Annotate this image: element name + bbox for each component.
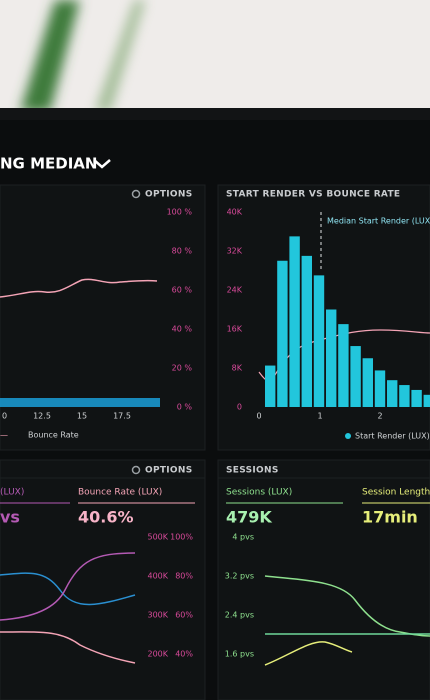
line [264, 641, 353, 666]
y-tick-label: 20 % [172, 364, 193, 373]
y-tick-label: 8K [232, 364, 243, 373]
y-tick-label: 500K [147, 533, 168, 542]
legend-label: Start Render (LUX) [355, 432, 430, 441]
panel [0, 459, 206, 700]
x-tick-label: 17.5 [113, 412, 131, 421]
y-tick-label: 0 % [177, 403, 193, 412]
line [0, 572, 136, 606]
panel-title: SESSIONS [226, 466, 279, 476]
bar [387, 380, 398, 407]
gear-icon [131, 465, 141, 475]
y-tick-label: 80% [175, 572, 193, 581]
bar [423, 394, 430, 407]
y-tick-label: 4 pvs [232, 533, 254, 542]
plant [20, 0, 80, 112]
y-tick-label: 40K [227, 208, 243, 217]
x-tick-label: 12.5 [33, 412, 51, 421]
generated: 100 % 80 % 60 % 40 % 20 % 0 % 0 12.5 15 17.5 40K 32… [2, 208, 430, 659]
bounce-line [0, 278, 158, 298]
panel [0, 184, 206, 451]
bar [313, 275, 325, 407]
metric-value: 17min [362, 508, 418, 527]
metric-value: vs [0, 508, 20, 527]
annotation: Median Start Render (LUX): [327, 217, 430, 226]
plant [95, 0, 145, 112]
legend-marker [345, 433, 351, 439]
metric-label: Session Length [362, 488, 430, 498]
bars [0, 398, 160, 407]
bar [277, 260, 288, 407]
panel-title: START RENDER VS BOUNCE RATE [226, 190, 400, 200]
y-tick-label: 80 % [172, 247, 193, 256]
y-tick-label: 40 % [172, 325, 193, 334]
y-tick-label: 2.4 pvs [225, 611, 254, 620]
bar [326, 309, 337, 407]
chevron [93, 159, 111, 169]
bar [301, 255, 312, 407]
y-tick-label: 3.2 pvs [225, 572, 254, 581]
x-tick-label: 2 [377, 412, 382, 421]
options[interactable]: OPTIONS [145, 466, 193, 476]
bar [362, 358, 373, 407]
y-tick-label: 300K [147, 611, 168, 620]
options[interactable]: OPTIONS [145, 190, 193, 200]
y-tick-label: 32K [227, 247, 243, 256]
bar [411, 389, 422, 407]
metric-label: (LUX) [0, 488, 24, 498]
legend-label: Bounce Rate [28, 431, 79, 440]
bar [374, 370, 386, 407]
line [0, 552, 136, 621]
x-tick-label: 1 [317, 412, 322, 421]
y-tick-label: 200K [147, 650, 168, 659]
bar [350, 346, 361, 407]
y-tick-label: 60% [175, 611, 193, 620]
y-tick-label: 100% [170, 533, 193, 542]
x-tick-label: 15 [77, 412, 87, 421]
dashboard-title: NG MEDIAN [0, 155, 97, 173]
panel [217, 459, 430, 700]
y-tick-label: 60 % [172, 286, 193, 295]
metric-label: Sessions (LUX) [226, 488, 292, 498]
y-tick-label: 40% [175, 650, 193, 659]
y-tick-label: 16K [227, 325, 243, 334]
x-tick-label: 0 [2, 412, 7, 421]
line [0, 631, 136, 664]
bar [399, 385, 410, 407]
metric-value: 40.6% [78, 508, 134, 527]
metric-label: Bounce Rate (LUX) [78, 488, 162, 498]
bar [289, 236, 300, 407]
bar [338, 324, 349, 407]
y-tick-label: 1.6 pvs [225, 650, 254, 659]
y-tick-label: 24K [227, 286, 243, 295]
y-tick-label: 0 [237, 403, 242, 412]
y-tick-label: 100 % [167, 208, 193, 217]
gear-icon [131, 189, 141, 199]
metric-value: 479K [226, 508, 272, 527]
bar [265, 365, 276, 407]
legend-marker: — [0, 431, 8, 440]
y-tick-label: 400K [147, 572, 168, 581]
x-tick-label: 0 [256, 412, 261, 421]
